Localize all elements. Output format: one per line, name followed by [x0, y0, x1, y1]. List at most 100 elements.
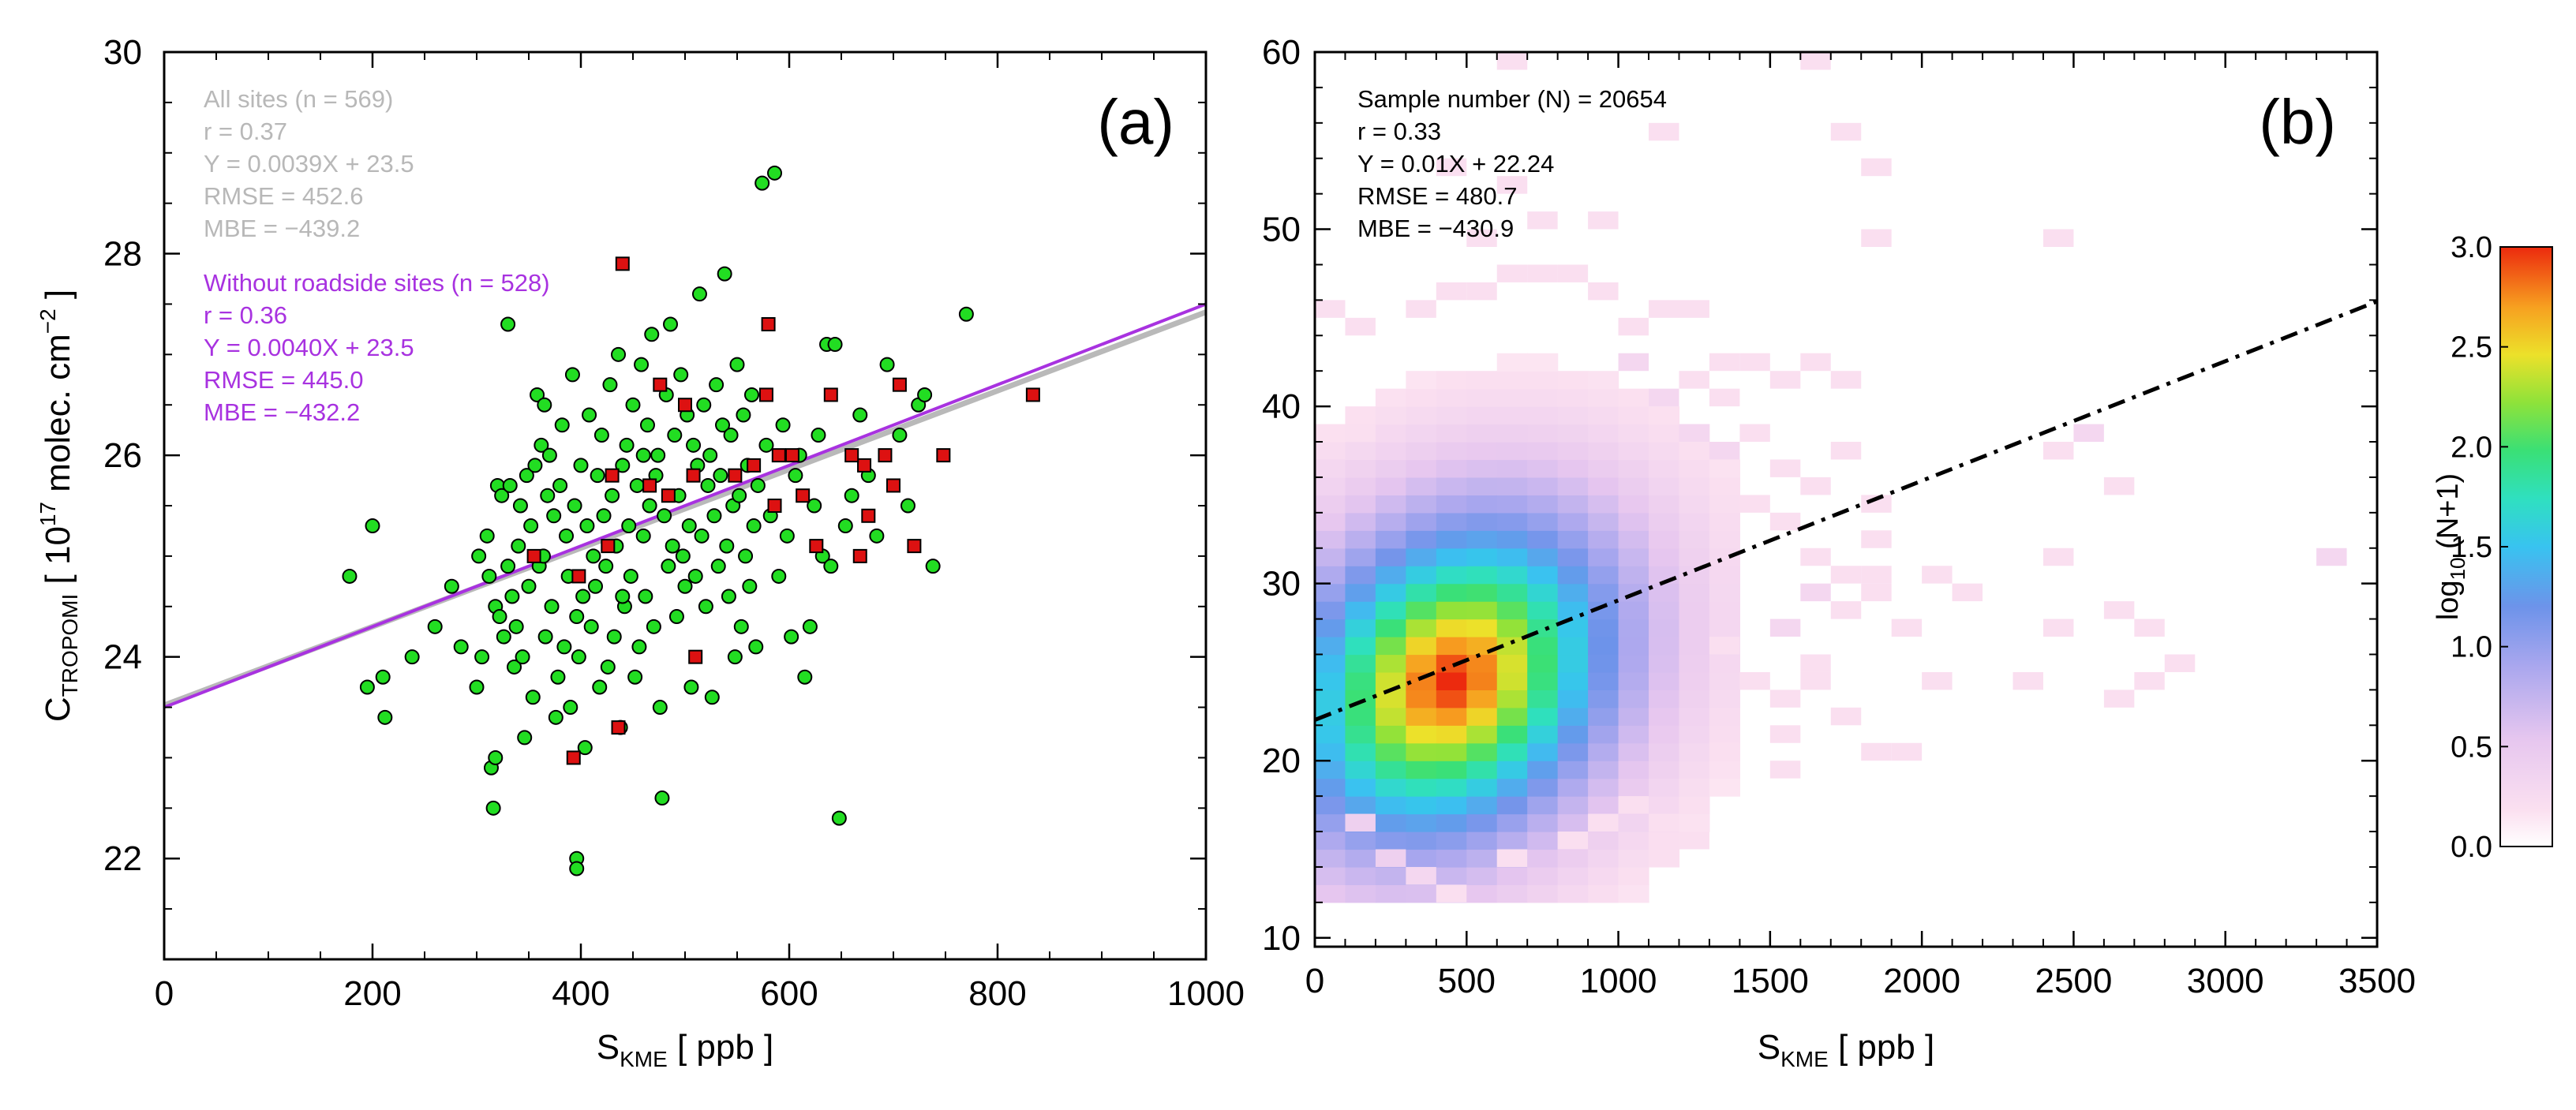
heatmap-cell: [1618, 495, 1649, 514]
heatmap-cell: [2103, 690, 2135, 708]
heatmap-cell: [1466, 566, 1498, 585]
heatmap-cell: [1436, 866, 1467, 886]
heatmap-cell: [1345, 442, 1376, 461]
heatmap-cell: [1466, 796, 1498, 815]
heatmap-cell: [1649, 761, 1680, 779]
scatter-point-nonroadside: [602, 377, 618, 393]
heatmap-cell: [1679, 548, 1710, 566]
scatter-point-roadside: [861, 508, 876, 523]
heatmap-cell: [1375, 530, 1406, 549]
scatter-point-nonroadside: [511, 538, 526, 554]
scatter-point-nonroadside: [404, 649, 420, 665]
heatmap-cell: [1679, 707, 1710, 726]
scatter-point-roadside: [809, 539, 824, 554]
heatmap-cell: [1649, 725, 1680, 744]
heatmap-cell: [1496, 264, 1528, 282]
scatter-point-nonroadside: [644, 327, 660, 342]
heatmap-cell: [1375, 725, 1406, 744]
heatmap-cell: [1496, 477, 1528, 495]
scatter-point-nonroadside: [525, 690, 541, 705]
heatmap-cell: [1375, 671, 1406, 690]
heatmap-cell: [1315, 637, 1346, 656]
heatmap-cell: [1618, 388, 1649, 407]
scatter-point-nonroadside: [654, 790, 670, 806]
heatmap-cell: [1375, 884, 1406, 903]
heatmap-cell: [1345, 512, 1376, 531]
scatter-point-nonroadside: [488, 749, 504, 765]
heatmap-cell: [1527, 406, 1559, 425]
scatter-point-roadside: [571, 569, 586, 584]
colorbar-tick-label: 0.0: [2451, 831, 2492, 864]
heatmap-cell: [1588, 442, 1619, 461]
heatmap-cell: [1436, 442, 1467, 461]
heatmap-cell: [1406, 530, 1437, 549]
stats-b-line-4: RMSE = 480.7: [1357, 182, 1517, 210]
heatmap-cell: [1496, 530, 1528, 549]
heatmap-cell: [1709, 619, 1740, 637]
heatmap-cell: [1557, 601, 1589, 620]
heatmap-cell: [1527, 424, 1559, 443]
stats-b-line-1: Sample number (N) = 20654: [1357, 85, 1667, 113]
heatmap-cell: [1557, 813, 1589, 832]
heatmap-cell: [1861, 158, 1892, 177]
heatmap-cell: [2042, 548, 2074, 566]
scatter-point-nonroadside: [485, 800, 501, 816]
heatmap-cell: [1527, 742, 1559, 761]
heatmap-cell: [1618, 813, 1649, 832]
heatmap-cell: [1406, 619, 1437, 637]
scatter-point-nonroadside: [427, 619, 443, 634]
heatmap-cell: [1436, 601, 1467, 620]
scatter-point-nonroadside: [917, 387, 933, 402]
heatmap-cell: [1800, 52, 1831, 70]
heatmap-cell: [1557, 512, 1589, 531]
heatmap-cell: [1588, 548, 1619, 566]
scatter-point-nonroadside: [677, 578, 693, 594]
scatter-point-nonroadside: [587, 578, 603, 594]
y-tick-label: 40: [1262, 387, 1301, 426]
heatmap-cell: [1618, 406, 1649, 425]
panel-a-fit-lines: [164, 302, 1206, 709]
heatmap-cell: [1649, 742, 1680, 761]
stats-nr-line-4: RMSE = 445.0: [204, 366, 363, 394]
heatmap-cell: [1315, 530, 1346, 549]
scatter-point-roadside: [784, 448, 799, 463]
scatter-point-nonroadside: [797, 669, 813, 685]
heatmap-cell: [1588, 866, 1619, 886]
heatmap-cell: [1679, 761, 1710, 779]
x-tick-label: 0: [1305, 962, 1324, 1000]
scatter-point-nonroadside: [706, 508, 722, 524]
scatter-point-nonroadside: [758, 437, 774, 453]
stats-all-line-1: All sites (n = 569): [204, 85, 393, 113]
scatter-point-nonroadside: [586, 548, 601, 564]
heatmap-cell: [1375, 459, 1406, 478]
heatmap-cell: [1679, 690, 1710, 708]
heatmap-cell: [1406, 601, 1437, 620]
heatmap-cell: [1618, 530, 1649, 549]
heatmap-cell: [1679, 300, 1709, 318]
heatmap-cell: [1618, 707, 1649, 726]
scatter-point-nonroadside: [479, 528, 495, 544]
heatmap-cell: [1496, 778, 1528, 797]
heatmap-cell: [1345, 866, 1376, 886]
scatter-point-nonroadside: [519, 468, 534, 484]
panel-b-label: (b): [2259, 87, 2336, 157]
heatmap-cell: [1557, 832, 1589, 850]
heatmap-cell: [1588, 796, 1619, 815]
y-tick-label: 28: [103, 235, 142, 274]
heatmap-cell: [1375, 813, 1406, 832]
heatmap-cell: [1436, 884, 1467, 903]
heatmap-cell: [1375, 406, 1406, 425]
scatter-point-nonroadside: [704, 690, 720, 705]
scatter-point-nonroadside: [709, 377, 724, 393]
heatmap-cell: [1466, 690, 1498, 708]
scatter-point-roadside: [601, 539, 616, 554]
scatter-point-nonroadside: [629, 477, 645, 493]
scatter-point-nonroadside: [958, 306, 974, 322]
scatter-point-nonroadside: [750, 477, 766, 493]
scatter-point-nonroadside: [738, 548, 754, 564]
colorbar-gradient: [2499, 246, 2553, 847]
heatmap-cell: [1496, 495, 1528, 514]
heatmap-cell: [1375, 690, 1406, 708]
heatmap-cell: [1527, 353, 1559, 372]
heatmap-cell: [1315, 424, 1346, 443]
